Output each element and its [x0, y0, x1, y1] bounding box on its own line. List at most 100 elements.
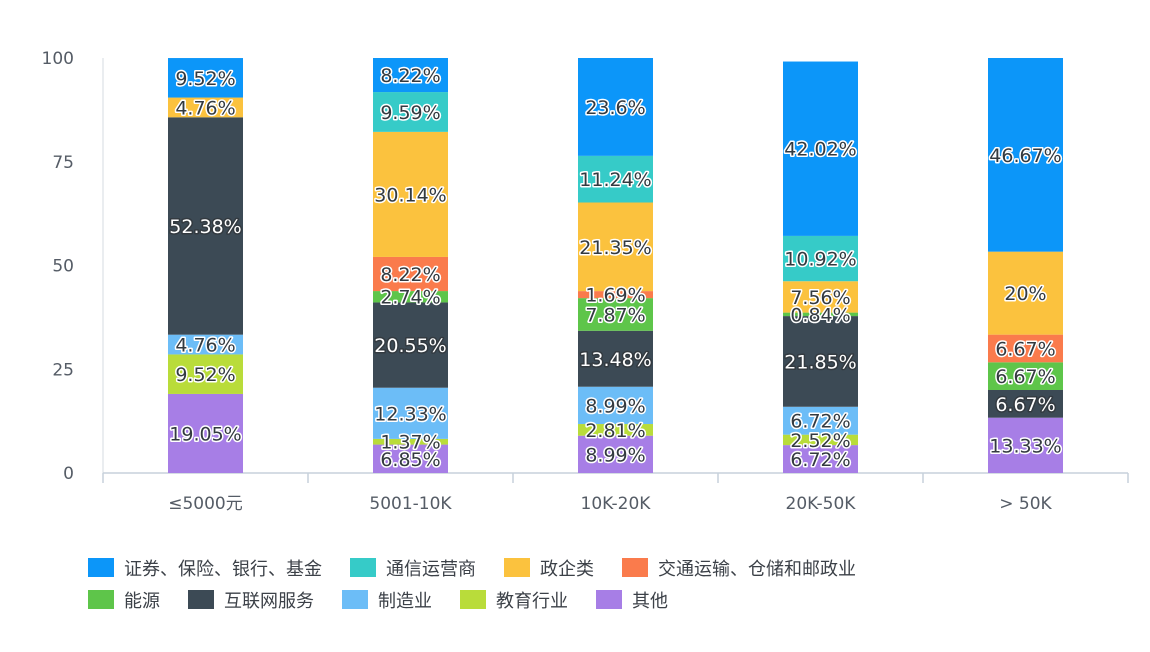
- bar-segment: [783, 281, 858, 313]
- bar-segment: [783, 61, 858, 236]
- y-tick-label: 0: [63, 464, 74, 484]
- bar-segment: [168, 97, 243, 118]
- bar-segment: [373, 444, 448, 473]
- bar-segment: [783, 445, 858, 473]
- data-label: 13.33%: [989, 435, 1061, 457]
- data-label: 21.35%: [579, 237, 651, 259]
- bar-segment: [988, 251, 1063, 335]
- data-label: 8.22%: [380, 65, 440, 87]
- bar-segment: [988, 390, 1063, 418]
- bar-segment: [168, 354, 243, 394]
- legend-swatch: [88, 558, 114, 577]
- bar-segment: [168, 117, 243, 335]
- bar-segment: [373, 58, 448, 93]
- bar-segment: [988, 417, 1063, 473]
- legend-swatch: [88, 590, 114, 609]
- data-label: 2.52%: [790, 430, 850, 452]
- bar-segment: [168, 334, 243, 355]
- bar-segment: [783, 235, 858, 282]
- bar-segment: [373, 387, 448, 439]
- legend-label: 能源: [124, 591, 160, 612]
- data-label: 1.69%: [585, 285, 645, 307]
- legend-swatch: [596, 590, 622, 609]
- y-tick-label: 50: [52, 257, 74, 277]
- data-label: 20.55%: [374, 335, 446, 357]
- data-label: 2.74%: [380, 287, 440, 309]
- y-tick-label: 75: [52, 153, 74, 173]
- legend-label: 其他: [632, 591, 668, 612]
- data-label: 6.72%: [790, 449, 850, 471]
- data-label: 30.14%: [374, 184, 446, 206]
- x-tick-label: ≤5000元: [168, 494, 243, 514]
- legend-swatch: [504, 558, 530, 577]
- data-label: 21.85%: [784, 351, 856, 373]
- data-label: 1.37%: [380, 432, 440, 454]
- legend-swatch: [350, 558, 376, 577]
- legend-label: 互联网服务: [224, 591, 314, 612]
- bar-segment: [578, 202, 653, 292]
- legend-swatch: [460, 590, 486, 609]
- data-label: 19.05%: [169, 423, 241, 445]
- y-tick-label: 100: [42, 49, 74, 69]
- legend-label: 政企类: [540, 559, 594, 580]
- data-label: 8.99%: [585, 444, 645, 466]
- data-label: 46.67%: [989, 145, 1061, 167]
- bar-segment: [578, 155, 653, 203]
- data-label: 9.52%: [175, 364, 235, 386]
- bar-segment: [783, 316, 858, 407]
- data-label: 7.56%: [790, 287, 850, 309]
- bar-segment: [168, 393, 243, 473]
- bar-segment: [783, 312, 858, 317]
- bar-segment: [578, 424, 653, 436]
- bar-segment: [373, 438, 448, 445]
- data-label: 10.92%: [784, 249, 856, 271]
- x-tick-label: 20K-50K: [786, 494, 857, 514]
- bar-segment: [988, 58, 1063, 252]
- bar-segment: [373, 302, 448, 388]
- data-label: 6.67%: [995, 338, 1055, 360]
- bar-segment: [988, 334, 1063, 363]
- data-label: 6.85%: [380, 449, 440, 471]
- x-tick-label: 5001-10K: [369, 494, 452, 514]
- bar-segment: [783, 434, 858, 446]
- data-label: 7.87%: [585, 304, 645, 326]
- data-label: 2.81%: [585, 420, 645, 442]
- data-label: 6.72%: [790, 411, 850, 433]
- bar-segment: [988, 362, 1063, 390]
- legend-swatch: [622, 558, 648, 577]
- data-label: 6.67%: [995, 366, 1055, 388]
- bar-segment: [373, 92, 448, 132]
- data-label: 4.76%: [175, 335, 235, 357]
- legend-label: 教育行业: [496, 591, 568, 612]
- bar-segment: [783, 406, 858, 435]
- legend-swatch: [342, 590, 368, 609]
- data-label: 42.02%: [784, 139, 856, 161]
- data-label: 11.24%: [579, 169, 651, 191]
- bar-segment: [578, 298, 653, 331]
- data-label: 23.6%: [585, 97, 645, 119]
- bar-segment: [168, 58, 243, 98]
- bar-segment: [578, 291, 653, 299]
- legend-label: 证券、保险、银行、基金: [124, 559, 322, 580]
- data-label: 12.33%: [374, 403, 446, 425]
- x-tick-label: 10K-20K: [581, 494, 652, 514]
- data-label: 52.38%: [169, 216, 241, 238]
- x-tick-label: > 50K: [999, 494, 1052, 514]
- data-label: 9.52%: [175, 68, 235, 90]
- bar-segment: [578, 58, 653, 156]
- data-label: 6.67%: [995, 394, 1055, 416]
- legend-label: 通信运营商: [386, 559, 476, 580]
- data-label: 8.22%: [380, 264, 440, 286]
- bar-segment: [373, 291, 448, 303]
- bar-segment: [578, 435, 653, 473]
- data-label: 8.99%: [585, 395, 645, 417]
- bar-segment: [578, 330, 653, 387]
- data-label: 9.59%: [380, 102, 440, 124]
- data-label: 13.48%: [579, 349, 651, 371]
- bar-segment: [578, 386, 653, 425]
- legend-label: 交通运输、仓储和邮政业: [658, 559, 856, 580]
- y-tick-label: 25: [52, 360, 74, 380]
- data-label: 4.76%: [175, 97, 235, 119]
